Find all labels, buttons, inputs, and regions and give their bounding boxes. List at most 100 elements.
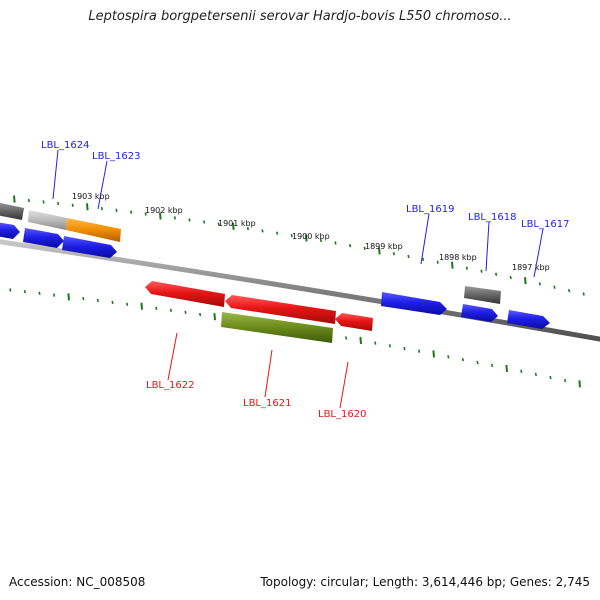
minor-tick bbox=[111, 300, 114, 305]
reverse-gene-labels: LBL_1622 LBL_1621 LBL_1620 bbox=[146, 380, 366, 420]
major-tick bbox=[432, 350, 435, 358]
genome-title: Leptospira borgpetersenii serovar Hardjo… bbox=[88, 9, 512, 24]
gene-lbl-1622[interactable] bbox=[145, 281, 225, 307]
gene-olive[interactable] bbox=[221, 312, 333, 343]
lower-scale-ticks bbox=[9, 288, 581, 388]
minor-tick bbox=[276, 231, 279, 235]
callout-line-1617 bbox=[533, 228, 544, 278]
gene-lbl-1617[interactable] bbox=[507, 310, 550, 329]
label-lbl-1617[interactable]: LBL_1617 bbox=[521, 219, 569, 230]
label-lbl-1621[interactable]: LBL_1621 bbox=[243, 398, 291, 409]
accession-label: Accession: NC_008508 bbox=[9, 575, 146, 589]
major-tick bbox=[524, 277, 527, 285]
minor-tick bbox=[538, 282, 541, 286]
major-tick bbox=[213, 313, 216, 321]
minor-tick bbox=[334, 241, 337, 245]
major-tick bbox=[578, 380, 581, 388]
major-tick bbox=[378, 247, 381, 255]
minor-tick bbox=[418, 349, 421, 353]
major-tick bbox=[159, 212, 162, 220]
minor-tick bbox=[115, 208, 118, 212]
minor-tick bbox=[436, 260, 439, 264]
gene-gray-upper-left[interactable] bbox=[0, 202, 24, 220]
minor-tick bbox=[480, 269, 483, 273]
minor-tick bbox=[447, 355, 450, 359]
minor-tick bbox=[476, 360, 479, 365]
minor-tick bbox=[184, 310, 187, 315]
minor-tick bbox=[42, 200, 45, 204]
scale-labels: 1903 kbp 1902 kbp 1901 kbp 1900 kbp 1899… bbox=[72, 192, 550, 272]
minor-tick bbox=[217, 222, 220, 226]
minor-tick bbox=[53, 293, 56, 297]
minor-tick bbox=[422, 257, 425, 261]
minor-tick bbox=[144, 212, 147, 216]
forward-strand-genes bbox=[0, 202, 550, 329]
callout-lines bbox=[52, 149, 544, 409]
minor-tick bbox=[23, 289, 26, 294]
gene-lbl-1618[interactable] bbox=[461, 304, 498, 322]
minor-tick bbox=[363, 246, 366, 250]
minor-tick bbox=[509, 275, 512, 280]
scale-label-1897: 1897 kbp bbox=[512, 263, 550, 272]
gene-lbl-1619[interactable] bbox=[381, 292, 447, 315]
scale-label-1900: 1900 kbp bbox=[292, 232, 330, 241]
gene-lightgray[interactable] bbox=[28, 210, 67, 230]
minor-tick bbox=[407, 254, 410, 259]
minor-tick bbox=[188, 218, 191, 222]
minor-tick bbox=[553, 285, 556, 289]
label-lbl-1623[interactable]: LBL_1623 bbox=[92, 151, 140, 162]
callout-line-1624 bbox=[52, 149, 59, 200]
minor-tick bbox=[564, 378, 567, 383]
label-lbl-1618[interactable]: LBL_1618 bbox=[468, 212, 516, 223]
callout-line-1618 bbox=[485, 221, 490, 272]
label-lbl-1622[interactable]: LBL_1622 bbox=[146, 380, 194, 391]
minor-tick bbox=[549, 375, 552, 380]
minor-tick bbox=[100, 206, 103, 211]
minor-tick bbox=[374, 341, 377, 345]
minor-tick bbox=[169, 308, 172, 312]
minor-tick bbox=[38, 291, 41, 295]
minor-tick bbox=[465, 266, 468, 270]
reverse-strand-genes bbox=[145, 281, 373, 343]
minor-tick bbox=[126, 302, 129, 306]
minor-tick bbox=[582, 292, 585, 296]
scale-label-1902: 1902 kbp bbox=[145, 206, 183, 215]
major-tick bbox=[67, 293, 70, 301]
minor-tick bbox=[495, 272, 498, 276]
forward-gene-labels: LBL_1624 LBL_1623 LBL_1619 LBL_1618 LBL_… bbox=[41, 140, 569, 230]
callout-line-1622 bbox=[167, 332, 178, 381]
minor-tick bbox=[461, 357, 464, 362]
gene-orange[interactable] bbox=[66, 218, 121, 242]
minor-tick bbox=[349, 243, 352, 248]
minor-tick bbox=[71, 203, 74, 207]
minor-tick bbox=[246, 226, 249, 231]
major-tick bbox=[86, 203, 89, 211]
minor-tick bbox=[155, 306, 158, 310]
minor-tick bbox=[290, 233, 293, 238]
gene-blue-far-left[interactable] bbox=[0, 222, 20, 239]
minor-tick bbox=[261, 229, 264, 233]
minor-tick bbox=[534, 372, 537, 377]
minor-tick bbox=[345, 336, 348, 340]
minor-tick bbox=[319, 238, 322, 243]
callout-line-1621 bbox=[264, 349, 273, 398]
label-lbl-1620[interactable]: LBL_1620 bbox=[318, 409, 366, 420]
label-lbl-1624[interactable]: LBL_1624 bbox=[41, 140, 89, 151]
gene-lbl-1621[interactable] bbox=[225, 295, 336, 324]
minor-tick bbox=[203, 220, 206, 224]
gene-gray-1618[interactable] bbox=[464, 286, 501, 304]
gene-blue-left-1[interactable] bbox=[23, 228, 64, 248]
major-tick bbox=[305, 234, 308, 242]
minor-tick bbox=[82, 296, 85, 301]
major-tick bbox=[232, 222, 235, 230]
scale-label-1901: 1901 kbp bbox=[218, 219, 256, 228]
minor-tick bbox=[57, 201, 60, 206]
gene-blue-left-2[interactable] bbox=[62, 236, 117, 258]
callout-line-1619 bbox=[420, 213, 430, 265]
minor-tick bbox=[568, 288, 571, 293]
major-tick bbox=[140, 302, 143, 310]
gene-lbl-1620[interactable] bbox=[335, 313, 373, 331]
minor-tick bbox=[27, 198, 30, 203]
label-lbl-1619[interactable]: LBL_1619 bbox=[406, 204, 454, 215]
